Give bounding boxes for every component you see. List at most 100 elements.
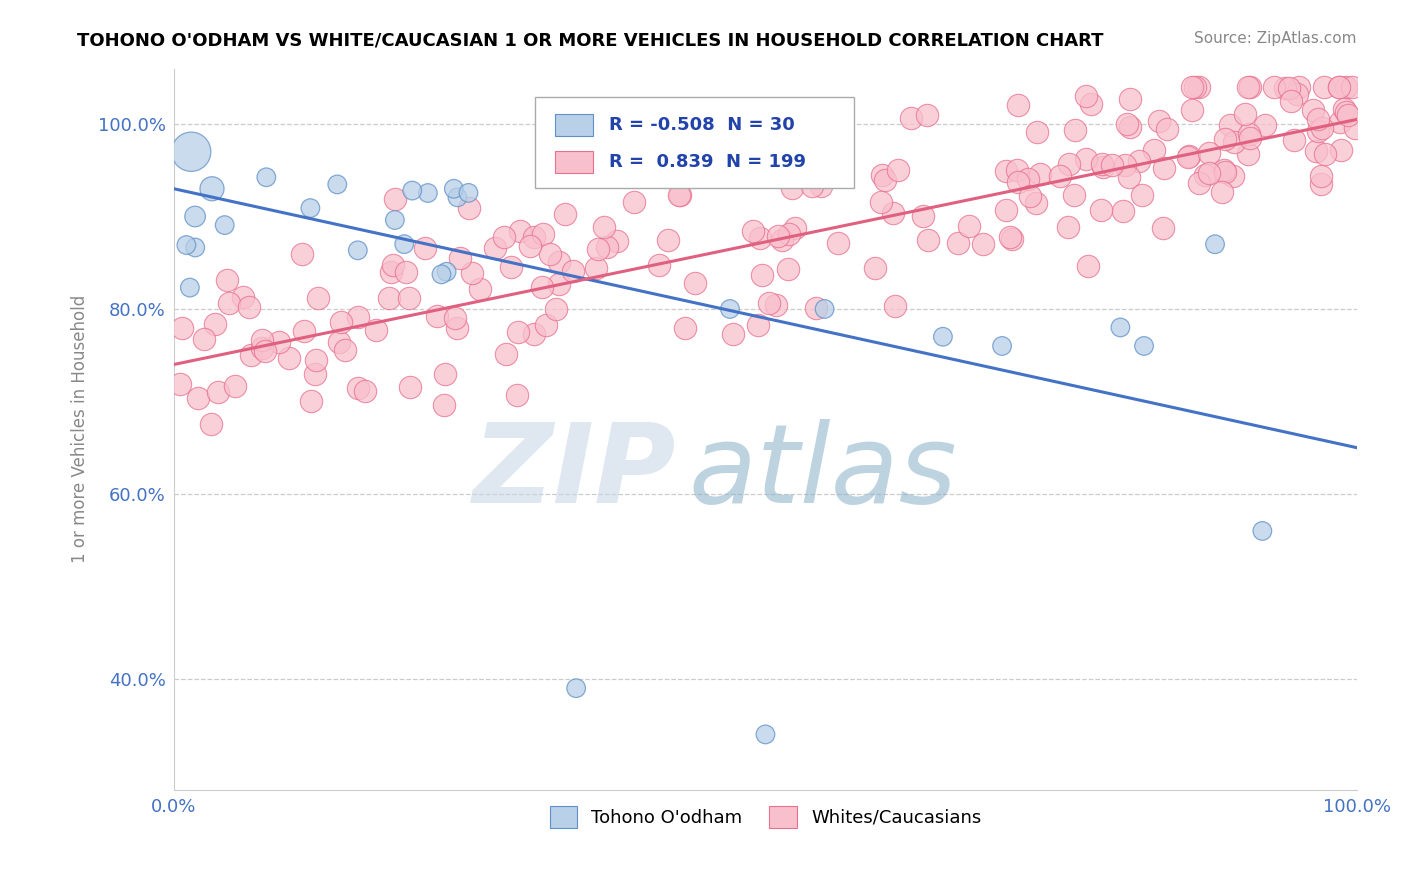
- Point: [538, 246, 561, 260]
- Point: [430, 268, 453, 282]
- Point: [207, 384, 229, 399]
- Point: [395, 265, 418, 279]
- Point: [531, 227, 554, 242]
- Point: [668, 187, 690, 202]
- Text: ZIP: ZIP: [474, 419, 676, 526]
- Point: [1177, 150, 1199, 164]
- Text: R = -0.508  N = 30: R = -0.508 N = 30: [609, 116, 794, 134]
- Point: [1029, 167, 1052, 181]
- Point: [1211, 185, 1233, 199]
- Point: [1236, 147, 1258, 161]
- Point: [1056, 219, 1078, 234]
- Point: [1112, 204, 1135, 219]
- Point: [1239, 80, 1261, 95]
- Point: [201, 182, 224, 196]
- Point: [381, 258, 404, 272]
- Point: [530, 280, 553, 294]
- Point: [1188, 176, 1211, 190]
- Point: [1308, 124, 1330, 138]
- Text: TOHONO O'ODHAM VS WHITE/CAUCASIAN 1 OR MORE VEHICLES IN HOUSEHOLD CORRELATION CH: TOHONO O'ODHAM VS WHITE/CAUCASIAN 1 OR M…: [77, 31, 1104, 49]
- Point: [1143, 143, 1166, 157]
- Point: [328, 335, 350, 350]
- Point: [329, 314, 352, 328]
- Point: [1074, 153, 1097, 167]
- Point: [523, 229, 546, 244]
- Point: [593, 219, 616, 234]
- Point: [1181, 80, 1204, 95]
- Text: atlas: atlas: [689, 419, 957, 526]
- Point: [449, 251, 471, 265]
- Point: [586, 242, 609, 256]
- Point: [1341, 80, 1364, 95]
- Point: [1222, 169, 1244, 183]
- Point: [770, 233, 793, 247]
- Point: [1156, 122, 1178, 136]
- Point: [766, 228, 789, 243]
- Text: R =  0.839  N = 199: R = 0.839 N = 199: [609, 153, 806, 171]
- Point: [1285, 87, 1308, 102]
- Point: [1327, 80, 1350, 95]
- Point: [754, 727, 776, 741]
- Point: [1310, 169, 1333, 183]
- Point: [446, 190, 468, 204]
- Point: [1194, 168, 1216, 182]
- Point: [1198, 145, 1220, 160]
- Point: [217, 273, 239, 287]
- Point: [1026, 125, 1049, 139]
- Point: [751, 268, 773, 282]
- Point: [991, 339, 1014, 353]
- Point: [917, 233, 939, 247]
- Point: [1007, 163, 1029, 178]
- Text: Source: ZipAtlas.com: Source: ZipAtlas.com: [1194, 31, 1357, 46]
- Point: [782, 181, 804, 195]
- Point: [1178, 149, 1201, 163]
- Point: [596, 240, 619, 254]
- Point: [912, 209, 935, 223]
- Point: [267, 334, 290, 349]
- Point: [326, 178, 349, 192]
- Point: [1007, 175, 1029, 189]
- Point: [484, 241, 506, 255]
- Point: [783, 221, 806, 235]
- Point: [290, 247, 312, 261]
- Point: [292, 324, 315, 338]
- Point: [172, 321, 194, 335]
- Point: [1330, 143, 1353, 157]
- Point: [884, 299, 907, 313]
- Point: [1091, 157, 1114, 171]
- Point: [519, 239, 541, 253]
- Point: [1337, 107, 1360, 121]
- Point: [1312, 80, 1334, 95]
- Point: [1237, 127, 1260, 141]
- Point: [668, 188, 690, 202]
- Point: [239, 348, 262, 362]
- Point: [468, 282, 491, 296]
- Point: [1305, 144, 1327, 158]
- Point: [204, 317, 226, 331]
- Point: [1188, 80, 1211, 95]
- Point: [413, 241, 436, 255]
- Point: [1282, 133, 1305, 147]
- Point: [648, 258, 671, 272]
- Point: [804, 301, 827, 315]
- Point: [347, 381, 370, 395]
- Point: [998, 229, 1021, 244]
- Point: [1239, 131, 1261, 145]
- Bar: [555, 152, 593, 173]
- Point: [461, 266, 484, 280]
- Point: [1251, 524, 1274, 538]
- Point: [250, 341, 273, 355]
- Point: [1274, 81, 1296, 95]
- Point: [1118, 169, 1140, 184]
- Point: [1153, 161, 1175, 175]
- Point: [1343, 120, 1365, 135]
- Point: [673, 321, 696, 335]
- Point: [307, 292, 329, 306]
- Point: [1018, 188, 1040, 202]
- Point: [1237, 80, 1260, 95]
- Point: [778, 227, 800, 242]
- Point: [534, 318, 557, 332]
- Point: [1057, 157, 1080, 171]
- Point: [238, 300, 260, 314]
- Point: [827, 236, 849, 251]
